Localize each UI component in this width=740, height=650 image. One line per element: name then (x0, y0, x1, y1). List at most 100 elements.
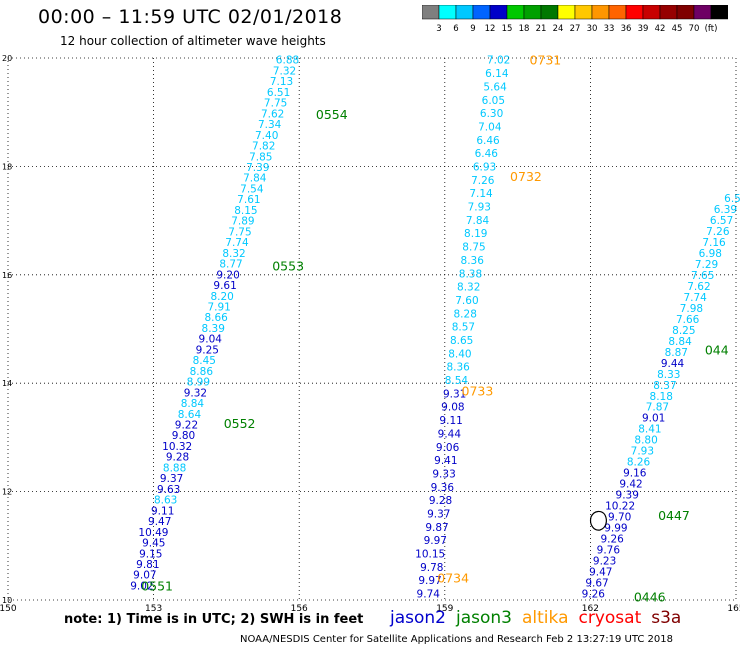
colorbar-label: 18 (519, 24, 530, 33)
colorbar-label: 9 (470, 24, 475, 33)
wave-height-value: 8.45 (193, 355, 216, 367)
wave-height-value: 10.32 (162, 441, 192, 453)
wave-height-value: 7.29 (695, 259, 718, 271)
wave-height-value: 9.15 (139, 548, 162, 560)
y-tick-label: 12 (2, 488, 12, 497)
wave-height-value: 8.63 (154, 495, 177, 507)
wave-height-value: 9.63 (157, 484, 180, 496)
wave-height-value: 7.32 (273, 65, 296, 77)
wave-height-value: 8.87 (665, 347, 688, 359)
wave-height-value: 6.88 (276, 55, 299, 67)
colorbar-label: 24 (553, 24, 564, 33)
y-tick-label: 14 (2, 379, 12, 388)
colorbar-swatch (710, 5, 728, 20)
wave-height-value: 7.93 (631, 446, 654, 458)
wave-height-value: 7.75 (228, 226, 251, 238)
wave-height-value: 8.38 (459, 268, 482, 280)
wave-height-value: 9.26 (600, 534, 624, 546)
pass-time-label: 0554 (316, 107, 348, 122)
wave-height-value: 8.37 (653, 380, 676, 392)
colorbar-label: (ft) (705, 24, 718, 33)
wave-height-value: 9.37 (427, 508, 450, 520)
wave-height-value: 7.84 (466, 215, 490, 227)
wave-height-value: 6.5 (724, 193, 740, 205)
colorbar-label: 45 (672, 24, 683, 33)
legend-s3a: s3a (651, 608, 682, 628)
colorbar-label: 6 (453, 24, 458, 33)
wave-height-value: 8.33 (657, 369, 680, 381)
y-tick-label: 10 (2, 596, 12, 605)
wave-height-value: 8.40 (448, 348, 471, 360)
wave-height-value: 7.04 (478, 121, 502, 133)
wave-height-value: 8.84 (668, 336, 692, 348)
wave-height-value: 7.74 (683, 292, 707, 304)
wave-height-value: 9.08 (441, 402, 464, 414)
wave-height-value: 8.75 (462, 242, 485, 254)
legend-jason3: jason3 (456, 608, 512, 628)
wave-height-value: 6.05 (482, 95, 505, 107)
wave-height-value: 8.25 (672, 325, 695, 337)
wave-height-value: 7.39 (246, 162, 269, 174)
x-tick-label: 153 (145, 604, 162, 614)
wave-height-value: 9.41 (434, 455, 457, 467)
wave-height-value: 9.25 (196, 344, 219, 356)
wave-height-value: 6.57 (710, 215, 733, 227)
wave-height-value: 6.30 (480, 108, 503, 120)
wave-height-value: 8.32 (457, 282, 480, 294)
wave-height-value: 5.64 (483, 81, 507, 93)
wave-height-value: 9.81 (136, 559, 159, 571)
wave-height-value: 8.39 (202, 323, 225, 335)
wave-height-value: 9.28 (429, 495, 452, 507)
wave-height-value: 9.74 (417, 589, 441, 601)
wave-height-value: 7.62 (687, 281, 710, 293)
wave-height-value: 7.61 (237, 194, 260, 206)
wave-height-value: 8.54 (445, 375, 469, 387)
pass-time-label: 0734 (437, 570, 469, 585)
chart-subtitle: 12 hour collection of altimeter wave hei… (60, 34, 326, 48)
colorbar-label: 30 (587, 24, 598, 33)
wave-height-value: 9.42 (619, 479, 642, 491)
wave-height-value: 7.85 (249, 151, 272, 163)
x-tick-label: 150 (0, 604, 17, 614)
wave-height-value: 8.36 (461, 255, 485, 267)
wave-height-value: 7.87 (646, 402, 669, 414)
wave-height-value: 8.84 (181, 398, 205, 410)
wave-height-value: 9.97 (424, 535, 447, 547)
wave-height-value: 8.65 (450, 335, 473, 347)
wave-height-value: 7.16 (702, 237, 726, 249)
wave-height-value: 8.36 (446, 362, 470, 374)
wave-height-value: 8.28 (454, 308, 477, 320)
wave-height-value: 8.80 (634, 435, 657, 447)
wave-height-value: 7.60 (455, 295, 478, 307)
wave-height-value: 8.57 (452, 322, 475, 334)
legend-cryosat: cryosat (578, 608, 642, 628)
wave-height-value: 7.98 (680, 303, 703, 315)
wave-height-value: 9.28 (166, 452, 189, 464)
wave-height-value: 8.77 (219, 259, 242, 271)
colorbar-label: 3 (436, 24, 441, 33)
wave-height-value: 8.20 (210, 291, 233, 303)
wave-height-value: 8.26 (627, 457, 651, 469)
x-tick-label: 156 (291, 604, 308, 614)
wave-height-value: 7.02 (487, 55, 510, 67)
island-outline (589, 510, 607, 531)
wave-height-value: 10.15 (415, 549, 445, 561)
wave-height-value: 7.14 (469, 188, 493, 200)
wave-height-value: 9.01 (642, 413, 665, 425)
wave-height-value: 7.66 (676, 314, 700, 326)
pass-time-label: 0553 (272, 259, 304, 274)
x-tick-label: 165 (727, 604, 740, 614)
pass-time-label: 0446 (634, 589, 666, 604)
wave-height-value: 9.76 (597, 545, 621, 557)
wave-height-value: 9.11 (151, 505, 174, 517)
pass-time-label: 0732 (510, 169, 542, 184)
wave-height-value: 6.98 (699, 248, 722, 260)
wave-height-value: 6.14 (485, 68, 509, 80)
wave-height-value: 9.47 (589, 567, 612, 579)
wave-height-value: 9.26 (582, 589, 606, 601)
x-tick-label: 162 (582, 604, 599, 614)
wave-height-value: 9.11 (439, 415, 462, 427)
wave-height-value: 9.32 (184, 387, 207, 399)
wave-height-value: 8.32 (222, 248, 245, 260)
